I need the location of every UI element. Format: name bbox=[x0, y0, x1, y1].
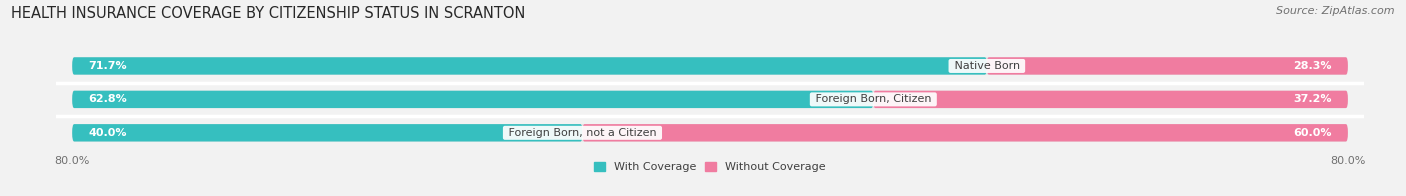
Text: 71.7%: 71.7% bbox=[89, 61, 127, 71]
Text: Source: ZipAtlas.com: Source: ZipAtlas.com bbox=[1277, 6, 1395, 16]
Text: 37.2%: 37.2% bbox=[1294, 94, 1331, 104]
Legend: With Coverage, Without Coverage: With Coverage, Without Coverage bbox=[595, 162, 825, 172]
Text: 28.3%: 28.3% bbox=[1294, 61, 1331, 71]
Text: Foreign Born, Citizen: Foreign Born, Citizen bbox=[811, 94, 935, 104]
Text: Native Born: Native Born bbox=[950, 61, 1024, 71]
FancyBboxPatch shape bbox=[72, 91, 873, 108]
FancyBboxPatch shape bbox=[72, 91, 1348, 108]
FancyBboxPatch shape bbox=[72, 124, 1348, 142]
FancyBboxPatch shape bbox=[873, 91, 1348, 108]
FancyBboxPatch shape bbox=[582, 124, 1348, 142]
Text: HEALTH INSURANCE COVERAGE BY CITIZENSHIP STATUS IN SCRANTON: HEALTH INSURANCE COVERAGE BY CITIZENSHIP… bbox=[11, 6, 526, 21]
Text: Foreign Born, not a Citizen: Foreign Born, not a Citizen bbox=[505, 128, 659, 138]
Text: 60.0%: 60.0% bbox=[1294, 128, 1331, 138]
Text: 62.8%: 62.8% bbox=[89, 94, 127, 104]
Text: 40.0%: 40.0% bbox=[89, 128, 127, 138]
FancyBboxPatch shape bbox=[72, 124, 582, 142]
FancyBboxPatch shape bbox=[987, 57, 1348, 75]
FancyBboxPatch shape bbox=[72, 57, 987, 75]
FancyBboxPatch shape bbox=[72, 57, 1348, 75]
